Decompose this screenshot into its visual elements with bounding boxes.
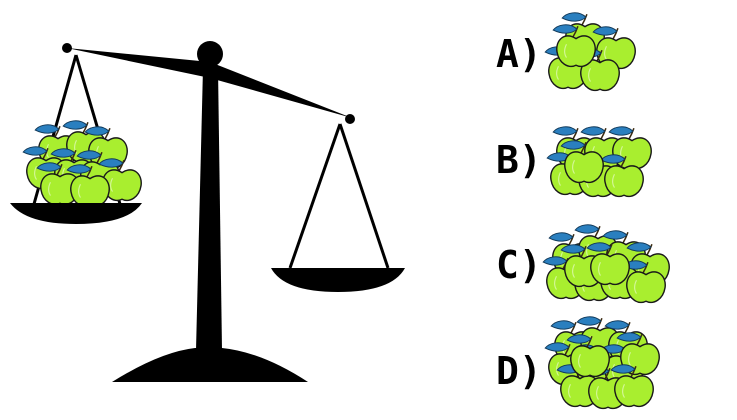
option-label-a: A) bbox=[496, 32, 542, 76]
option-b[interactable]: B) bbox=[496, 126, 653, 198]
left-pan bbox=[10, 54, 143, 224]
option-a[interactable]: A) bbox=[496, 12, 637, 92]
beam-left-end bbox=[62, 43, 72, 53]
option-label-c: C) bbox=[496, 243, 542, 287]
option-label-b: B) bbox=[496, 138, 542, 182]
scale-column bbox=[196, 68, 222, 350]
scale-beam bbox=[67, 48, 352, 118]
option-d-apples bbox=[544, 316, 661, 410]
answer-options: A) B) C) D) bbox=[496, 12, 671, 410]
option-a-apples bbox=[544, 12, 637, 92]
option-d[interactable]: D) bbox=[496, 316, 661, 410]
balance-scale-icon bbox=[10, 41, 405, 382]
option-c[interactable]: C) bbox=[496, 224, 671, 304]
beam-right-end bbox=[345, 114, 355, 124]
option-c-apples bbox=[542, 224, 671, 304]
left-pan-apples bbox=[22, 120, 143, 208]
option-label-d: D) bbox=[496, 349, 542, 393]
right-pan bbox=[271, 123, 405, 292]
option-b-apples bbox=[546, 126, 653, 198]
scale-knob bbox=[197, 41, 223, 67]
scale-base bbox=[112, 348, 308, 382]
